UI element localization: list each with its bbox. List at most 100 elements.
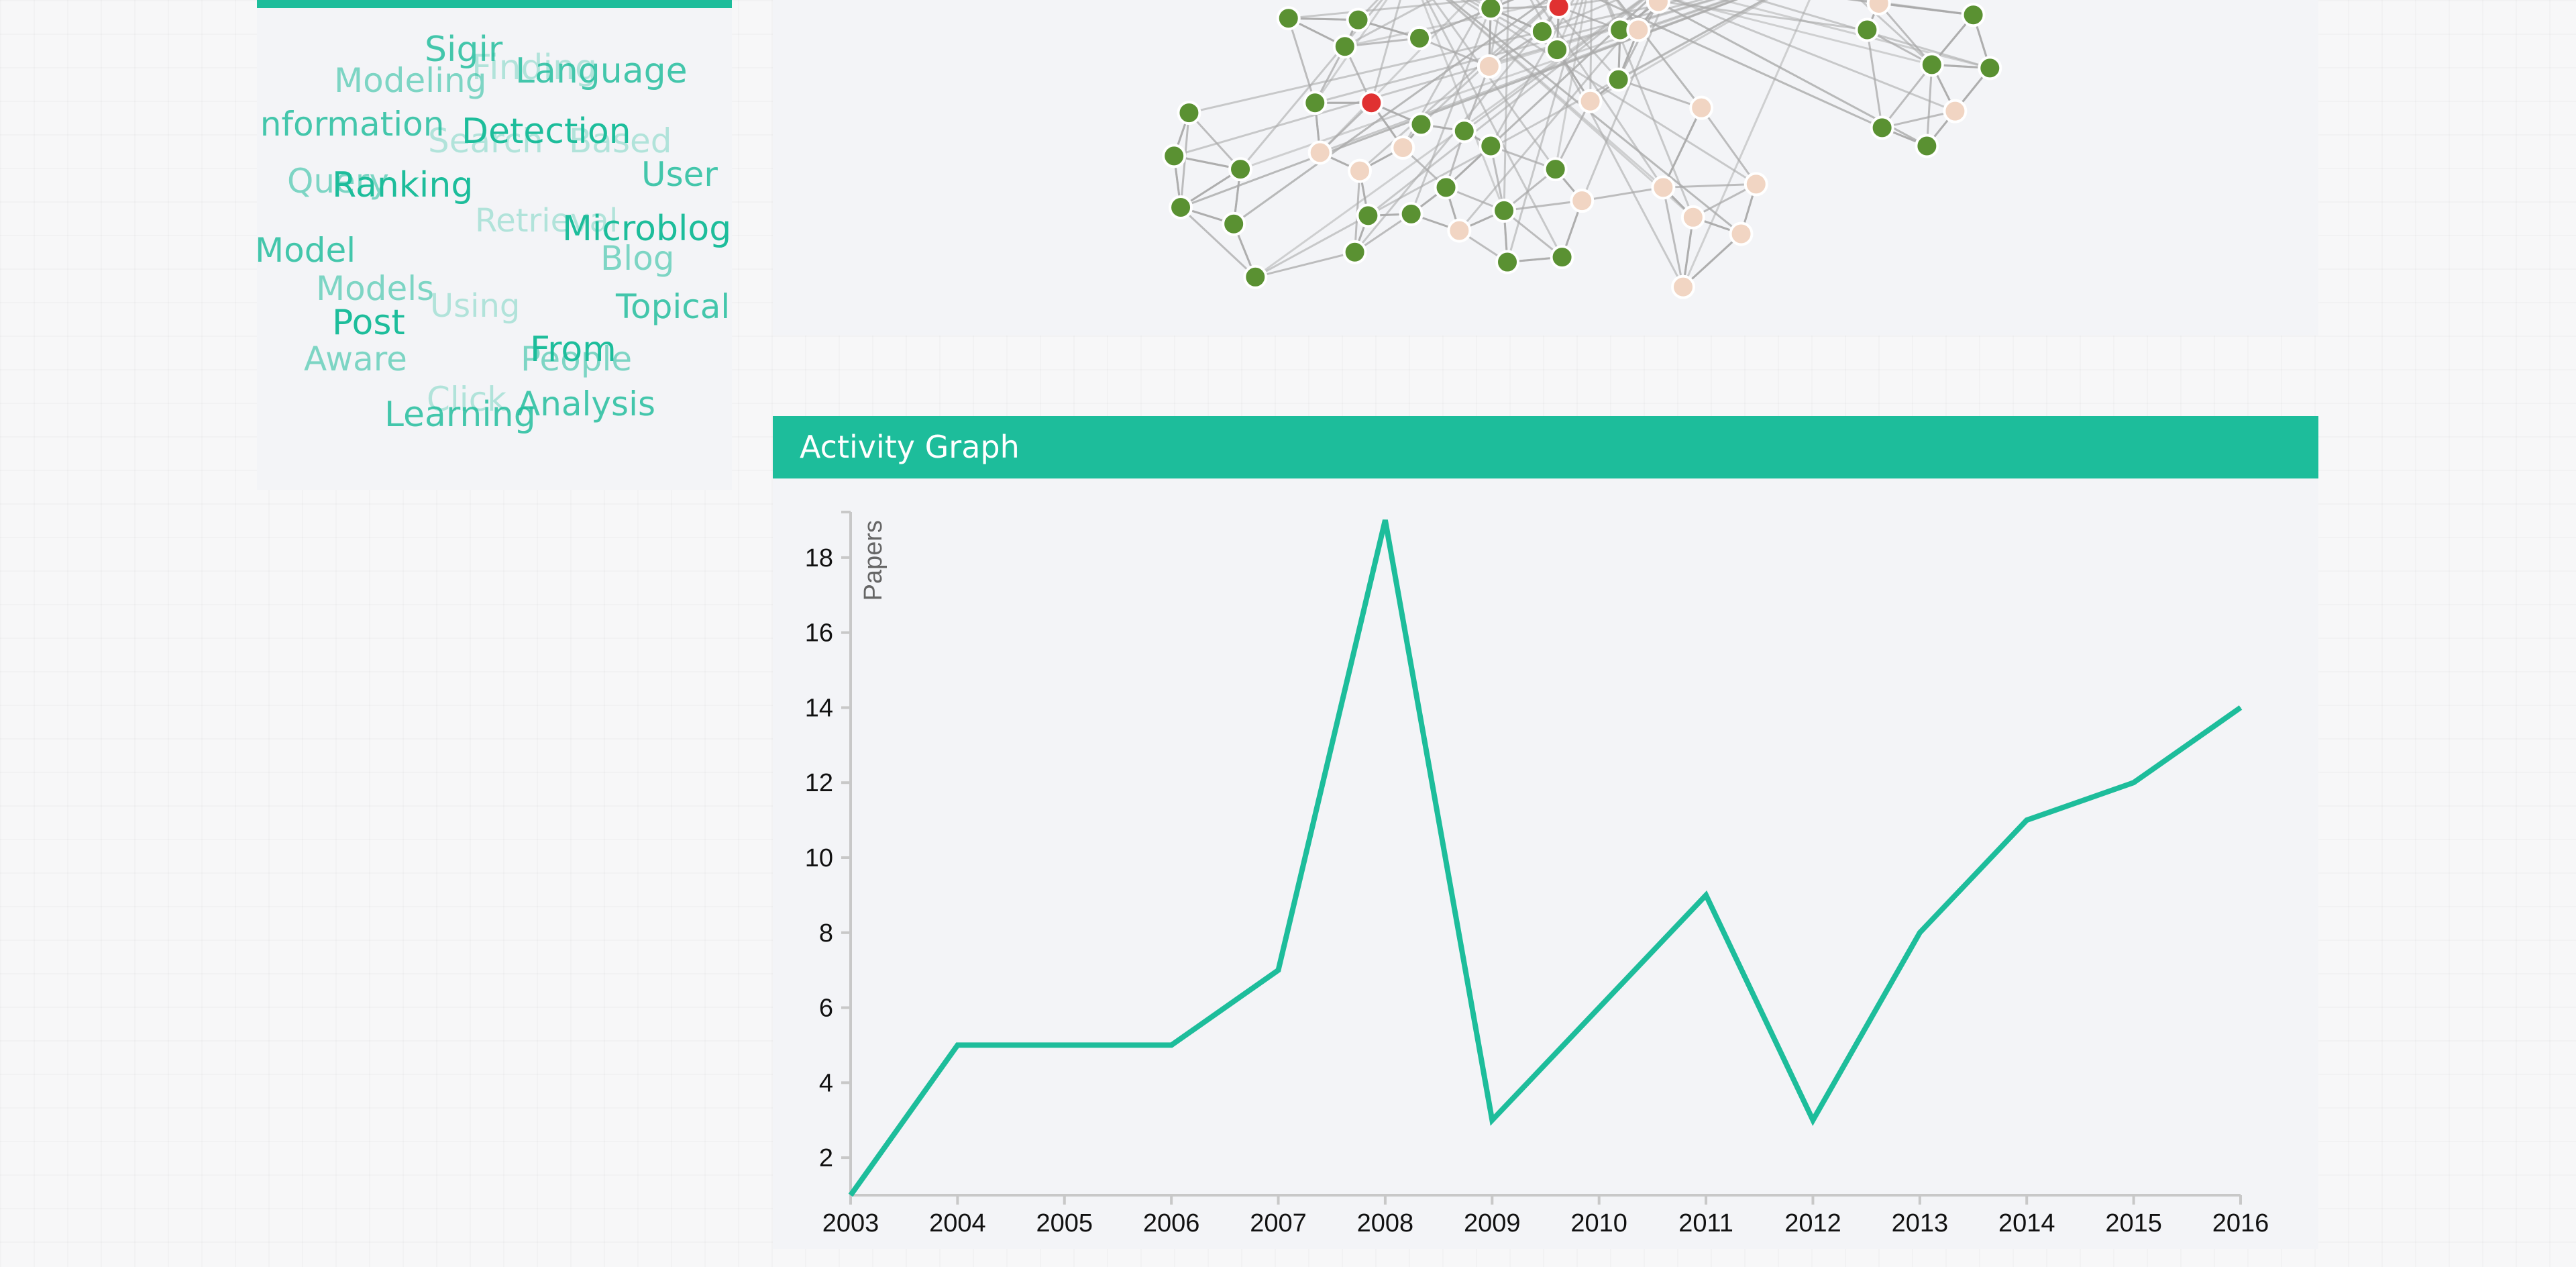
word-cloud-term[interactable]: People [521,340,633,378]
word-cloud-term[interactable]: Microblog [562,209,732,249]
word-cloud-term[interactable]: User [641,155,718,194]
word-cloud-term[interactable]: Query [287,162,389,201]
coauthor-node[interactable] [1447,218,1472,243]
author-node[interactable] [1356,203,1381,228]
author-node[interactable] [1550,245,1574,270]
author-node[interactable] [1177,101,1201,125]
word-cloud-term[interactable]: Analysis [517,385,656,423]
word-cloud-term[interactable]: Aware [304,340,407,378]
network-edge [1357,0,1379,21]
x-tick-label: 2014 [1998,1209,2055,1237]
author-node[interactable] [1228,157,1253,182]
author-node[interactable] [1492,198,1517,223]
author-node[interactable] [1855,17,1880,42]
word-cloud-term[interactable]: Using [430,287,521,325]
network-edge [1233,0,1548,225]
y-tick-label: 8 [819,919,833,948]
network-edge [1581,186,1664,202]
network-edge [1426,0,1563,258]
coauthor-node[interactable] [1348,158,1373,183]
word-cloud-term[interactable]: Click [427,380,507,419]
author-node[interactable] [1346,7,1371,32]
coauthor-node[interactable] [1689,95,1714,120]
coauthor-network-panel [773,0,2318,336]
y-tick-label: 18 [805,544,833,572]
author-node[interactable] [1543,157,1568,182]
author-node[interactable] [1479,0,1503,21]
author-node[interactable] [1399,201,1424,226]
coauthor-node[interactable] [1743,172,1768,197]
coauthor-node[interactable] [1729,221,1754,246]
coauthor-node[interactable] [1307,140,1332,165]
author-node[interactable] [1606,67,1631,92]
author-node[interactable] [1342,240,1367,264]
word-cloud-term[interactable]: Sigir [425,30,503,70]
author-node[interactable] [1915,134,1939,158]
y-axis-label: Papers [859,520,888,601]
x-tick-label: 2015 [2105,1209,2162,1237]
author-node[interactable] [1169,195,1193,219]
author-node[interactable] [1870,115,1894,140]
coauthor-node[interactable] [1391,135,1415,160]
author-node[interactable] [1495,250,1520,274]
coauthor-node[interactable] [1626,17,1651,42]
network-edge [1662,187,1684,287]
coauthor-node[interactable] [1570,189,1595,213]
network-edge [1589,0,1593,101]
highlighted-author-node[interactable] [1359,91,1384,115]
author-node[interactable] [1222,211,1246,236]
coauthor-node[interactable] [1646,0,1670,14]
network-edge [1320,0,1737,154]
network-edge [1460,0,1757,185]
coauthor-node[interactable] [1866,0,1891,15]
y-tick-label: 16 [805,619,833,648]
word-cloud-term[interactable]: Learning [384,395,536,435]
word-cloud-term[interactable]: Information [257,105,445,144]
x-tick-label: 2008 [1357,1209,1414,1237]
word-cloud-term[interactable]: Model [257,231,356,270]
highlighted-author-node[interactable] [1546,0,1571,19]
author-node[interactable] [1407,26,1432,50]
coauthor-node[interactable] [1671,274,1696,299]
author-node[interactable] [1434,175,1458,200]
x-tick-label: 2010 [1570,1209,1627,1237]
word-cloud-term[interactable]: Detection [462,111,631,152]
word-cloud-term[interactable]: Models [316,269,435,308]
coauthor-network-graph[interactable] [773,0,2318,336]
author-node[interactable] [1332,34,1357,59]
word-cloud-term[interactable]: Finding [472,48,597,88]
word-cloud-term[interactable]: Based [569,121,672,160]
coauthor-node[interactable] [1651,175,1676,200]
coauthor-node[interactable] [1477,54,1501,79]
x-tick-label: 2004 [929,1209,986,1237]
coauthor-node[interactable] [1680,205,1705,230]
word-cloud-term[interactable]: Language [515,51,688,91]
word-cloud-term[interactable]: Ranking [332,165,474,205]
author-node[interactable] [1452,119,1477,144]
author-node[interactable] [1961,3,1986,28]
x-tick-label: 2013 [1892,1209,1949,1237]
word-cloud-term[interactable]: From [530,330,616,370]
network-edge [1718,0,1990,69]
coauthor-node[interactable] [1943,99,1968,123]
word-cloud-term[interactable]: Blog [600,239,675,278]
word-cloud-term[interactable]: Retrieval [475,202,619,240]
word-cloud-term[interactable]: Search [428,121,543,160]
coauthor-node[interactable] [1578,89,1603,113]
author-node[interactable] [1919,52,1944,77]
word-cloud-term[interactable]: Post [332,303,405,343]
network-edge [1445,0,1694,218]
author-node[interactable] [1409,112,1434,137]
word-cloud-term[interactable]: Modeling [334,61,487,100]
author-node[interactable] [1162,144,1187,168]
author-node[interactable] [1479,134,1503,158]
author-node[interactable] [1243,264,1268,289]
author-node[interactable] [1978,56,2002,81]
author-node[interactable] [1276,6,1301,31]
author-node[interactable] [1303,91,1328,115]
word-cloud-term[interactable]: Topical [616,287,731,326]
network-edge [1756,0,1990,69]
x-tick-label: 2012 [1784,1209,1841,1237]
author-node[interactable] [1529,19,1554,44]
author-node[interactable] [1545,38,1570,62]
